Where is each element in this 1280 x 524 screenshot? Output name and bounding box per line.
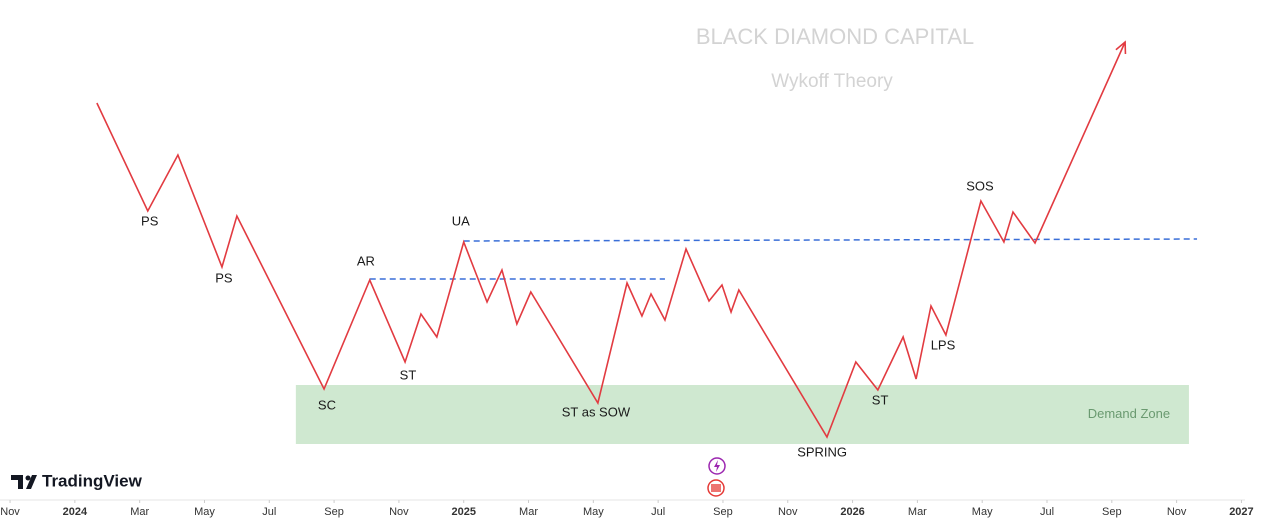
annotation: PS [215,270,233,285]
annotation: AR [357,253,375,268]
x-tick-label: May [583,506,604,518]
demand-zone [295,385,1189,444]
x-tick-label: 2025 [451,506,475,518]
annotation: ST [400,367,417,382]
price-line [96,41,1126,439]
x-tick-label: May [194,506,215,518]
x-tick-label: Nov [1167,506,1187,518]
annotation: LPS [931,337,956,352]
arrow-head [1115,40,1127,55]
annotation: ST [872,392,889,407]
annotation: SPRING [797,444,847,459]
x-tick-label: 2027 [1229,506,1253,518]
annotation: SOS [966,178,994,193]
x-tick-label: Nov [778,506,798,518]
x-tick-label: Jul [1040,506,1054,518]
x-tick-label: Mar [908,506,927,518]
annotation: ST as SOW [562,404,631,419]
annotation: SC [318,397,336,412]
x-tick-label: 2026 [840,506,864,518]
x-tick-label: Mar [130,506,149,518]
x-tick-label: 2024 [63,506,88,518]
chart-title: BLACK DIAMOND CAPITAL [696,24,974,49]
x-tick-label: Nov [389,506,409,518]
x-tick-label: May [972,506,993,518]
brand-icon-dot [25,475,31,481]
chart-subtitle: Wykoff Theory [771,71,893,92]
level-line [463,238,1198,242]
event-icons [707,457,726,497]
x-tick-label: Sep [713,506,733,518]
brand-logo: TradingView [11,471,143,490]
x-tick-label: Jul [651,506,665,518]
x-tick-label: Sep [1102,506,1122,518]
event-icon-bolt [714,460,720,472]
x-tick-label: Mar [519,506,538,518]
event-icon-flag [711,484,721,492]
annotation: PS [141,213,159,228]
brand-name: TradingView [42,471,143,490]
x-tick-label: Sep [324,506,344,518]
x-tick-label: Nov [0,506,20,518]
zone-label: Demand Zone [1088,406,1170,421]
x-tick-label: Jul [262,506,276,518]
annotation: UA [452,213,470,228]
brand-icon [11,475,37,489]
